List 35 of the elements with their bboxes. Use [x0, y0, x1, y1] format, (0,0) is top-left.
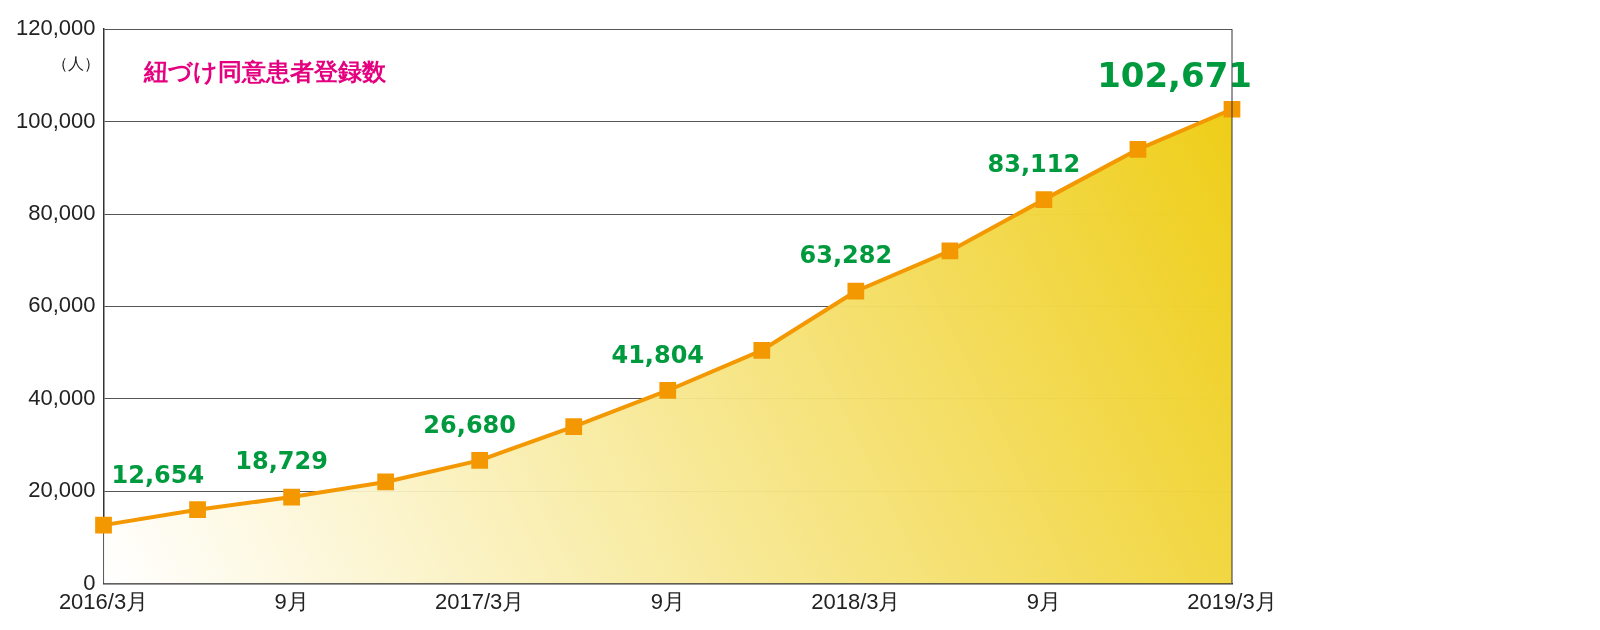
point: [189, 501, 206, 519]
point: [377, 473, 395, 491]
data-label: 26,680: [423, 410, 516, 439]
data-label: 41,804: [611, 340, 705, 369]
data-label: 102,671: [1097, 55, 1252, 96]
text: 紐づけ同意患者登録数: [142, 58, 387, 87]
point: [847, 282, 865, 300]
y-tick-label: 120,000: [15, 15, 96, 41]
point: [565, 418, 583, 435]
y-tick-label: 20,000: [28, 477, 96, 503]
point: [471, 451, 489, 469]
data-label: 83,112: [987, 149, 1081, 178]
point: [1129, 140, 1147, 158]
y-tick-label: 0: [83, 569, 96, 595]
x-tick-label: 9月: [1026, 588, 1062, 614]
x-tick-label: 2017/3月: [435, 588, 525, 614]
data-label: 12,654: [111, 461, 205, 490]
x-tick-label: 2019/3月: [1187, 588, 1277, 614]
x-tick-label: 9月: [274, 588, 309, 614]
point: [659, 382, 677, 399]
point: [1223, 100, 1241, 118]
y-axis-title: （人）: [51, 54, 100, 74]
point: [753, 341, 771, 359]
x-tick-label: 9月: [650, 588, 685, 614]
x-tick-label: 2018/3月: [811, 588, 901, 614]
point: [941, 242, 959, 260]
data-label: 63,282: [799, 241, 893, 270]
y-tick-label: 100,000: [15, 107, 96, 133]
point: [1035, 191, 1053, 208]
y-tick-label: 40,000: [28, 384, 96, 410]
point: [95, 516, 112, 534]
point: [283, 488, 300, 506]
y-tick-label: 60,000: [28, 292, 96, 318]
data-label: 18,729: [235, 447, 328, 476]
y-tick-label: 80,000: [28, 200, 96, 226]
